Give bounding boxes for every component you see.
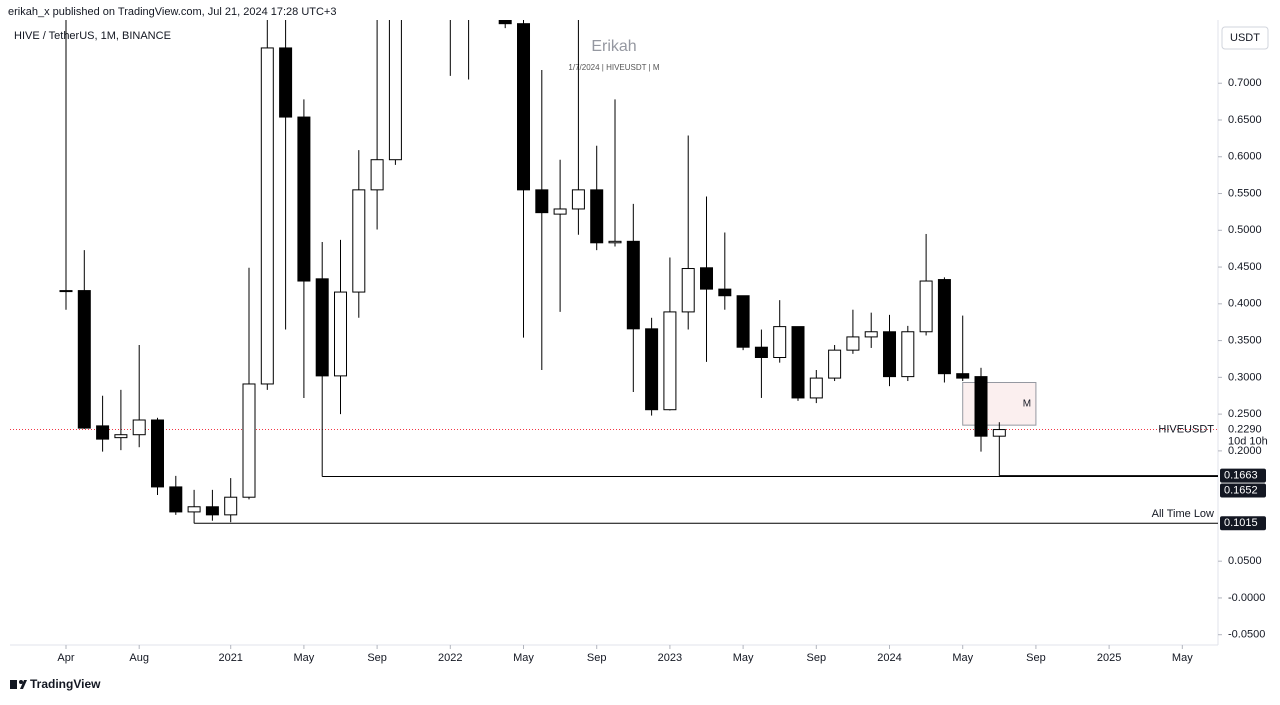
candle-body bbox=[681, 268, 695, 313]
candle-body bbox=[992, 429, 1006, 437]
candle-body bbox=[535, 189, 549, 214]
candle-body bbox=[828, 349, 842, 379]
y-tick-label: 0.4000 bbox=[1228, 298, 1262, 310]
x-tick-label: May bbox=[1172, 652, 1193, 664]
y-tick-label: 0.6500 bbox=[1228, 114, 1262, 126]
candle-body bbox=[297, 116, 311, 282]
x-tick-label: 2021 bbox=[218, 652, 242, 664]
candle-body bbox=[260, 47, 274, 385]
candle-body bbox=[773, 326, 787, 358]
candle-body bbox=[224, 496, 238, 516]
candle-body bbox=[754, 346, 768, 358]
y-tick-label: -0.0500 bbox=[1228, 629, 1265, 641]
candle-body bbox=[791, 326, 805, 399]
candle-body bbox=[151, 419, 165, 488]
level-label: 0.1652 bbox=[1224, 484, 1258, 496]
x-tick-label: Aug bbox=[129, 652, 149, 664]
y-tick-label: 0.5500 bbox=[1228, 187, 1262, 199]
last-price-symbol: HIVEUSDT bbox=[1158, 423, 1214, 435]
x-tick-label: May bbox=[952, 652, 973, 664]
candle-body bbox=[96, 425, 110, 440]
level-text: All Time Low bbox=[1152, 508, 1214, 520]
pane: M bbox=[10, 20, 1218, 524]
x-tick-label: Sep bbox=[587, 652, 607, 664]
x-tick-label: 2024 bbox=[877, 652, 901, 664]
candle-body bbox=[974, 376, 988, 437]
candle-body bbox=[334, 291, 348, 377]
candle-body bbox=[205, 506, 219, 516]
y-tick-label: 0.2500 bbox=[1228, 408, 1262, 420]
candle-body bbox=[663, 311, 677, 411]
candle-body bbox=[608, 240, 622, 244]
candle-body bbox=[132, 419, 146, 436]
y-tick-label: 0.6000 bbox=[1228, 151, 1262, 163]
watermark-sub: 1/7/2024 | HIVEUSDT | M bbox=[568, 63, 659, 72]
watermark: Erikah bbox=[591, 38, 636, 55]
x-tick-label: 2022 bbox=[438, 652, 462, 664]
candle-body bbox=[59, 290, 73, 293]
candle-body bbox=[517, 23, 531, 191]
footer-brand: TradingView bbox=[30, 677, 101, 691]
candle-body bbox=[279, 47, 293, 118]
candle-body bbox=[370, 159, 384, 191]
candle-body bbox=[352, 189, 366, 293]
y-tick-label: 0.2000 bbox=[1228, 445, 1262, 457]
level-badge bbox=[1220, 468, 1266, 483]
candle-body bbox=[626, 240, 640, 330]
candle-body bbox=[736, 295, 750, 348]
x-tick-label: Sep bbox=[807, 652, 827, 664]
x-tick-label: 2025 bbox=[1097, 652, 1121, 664]
candle-body bbox=[919, 280, 933, 333]
tv-logo bbox=[10, 680, 27, 689]
x-tick-label: 2023 bbox=[658, 652, 682, 664]
candle-body bbox=[114, 434, 128, 439]
currency[interactable]: USDT bbox=[1230, 32, 1260, 44]
publisher: erikah_x published on TradingView.com, J… bbox=[8, 6, 336, 18]
candle-body bbox=[590, 189, 604, 244]
countdown: 10d 10h bbox=[1228, 435, 1268, 447]
currency-box[interactable] bbox=[1221, 26, 1269, 50]
candle-body bbox=[315, 278, 329, 377]
y-tick-label: 0.0500 bbox=[1228, 555, 1262, 567]
level-badge bbox=[1220, 516, 1266, 531]
candle-body bbox=[956, 373, 970, 379]
symbol-title: HIVE / TetherUS, 1M, BINANCE bbox=[14, 30, 171, 42]
y-tick-label: 0.4500 bbox=[1228, 261, 1262, 273]
candle-body bbox=[901, 331, 915, 378]
x-tick-label: May bbox=[733, 652, 754, 664]
candle-body bbox=[864, 331, 878, 338]
level-badge bbox=[1220, 483, 1266, 498]
x-tick-label: Sep bbox=[1026, 652, 1046, 664]
y-tick-label: 0.3000 bbox=[1228, 371, 1262, 383]
zone-label: M bbox=[1023, 398, 1031, 409]
last-price-label: 0.2290 bbox=[1228, 423, 1262, 435]
candle-body bbox=[883, 331, 897, 378]
candle-body bbox=[498, 20, 512, 25]
level-label: 0.1015 bbox=[1224, 517, 1258, 529]
candle-body bbox=[388, 20, 402, 161]
y-tick-label: 0.3500 bbox=[1228, 334, 1262, 346]
candle-body bbox=[645, 328, 659, 411]
candle-body bbox=[937, 279, 951, 375]
x-tick-label: May bbox=[513, 652, 534, 664]
y-tick-label: 0.5000 bbox=[1228, 224, 1262, 236]
candle-body bbox=[718, 288, 732, 297]
candle-body bbox=[846, 336, 860, 351]
candle-body bbox=[77, 290, 91, 429]
candle-body bbox=[553, 208, 567, 215]
x-tick-label: Apr bbox=[57, 652, 74, 664]
level-label: 0.1663 bbox=[1224, 470, 1258, 482]
x-tick-label: Sep bbox=[367, 652, 387, 664]
candle-body bbox=[809, 377, 823, 399]
candle-body bbox=[700, 267, 714, 290]
x-tick-label: May bbox=[294, 652, 315, 664]
y-tick-label: -0.0000 bbox=[1228, 592, 1265, 604]
candle-body bbox=[187, 506, 201, 513]
y-tick-label: 0.7000 bbox=[1228, 77, 1262, 89]
candle-body bbox=[169, 486, 183, 513]
candle-body bbox=[242, 383, 256, 498]
candle-body bbox=[571, 189, 585, 210]
